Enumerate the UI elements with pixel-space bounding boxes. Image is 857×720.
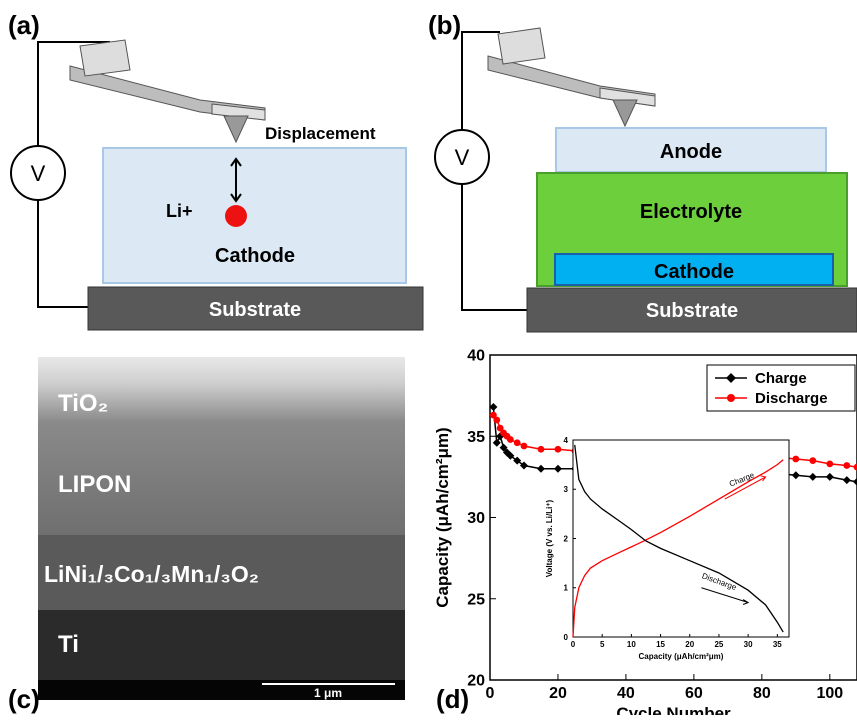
marker: [493, 439, 501, 447]
y-tick-label: 30: [467, 510, 485, 527]
marker: [843, 476, 851, 484]
panel-label: (a): [8, 10, 40, 40]
y-tick-label: 20: [467, 673, 485, 690]
y-axis-label: Capacity (μAh/cm²μm): [433, 427, 452, 607]
layer-label: TiO₂: [58, 390, 108, 417]
marker: [826, 473, 834, 481]
marker: [853, 478, 857, 486]
panel-a: (a) V Substrate Displacement Li+ Cathode: [8, 10, 423, 330]
displacement-label: Displacement: [265, 124, 376, 143]
figure: (a) V Substrate Displacement Li+ Cathode…: [0, 0, 857, 715]
layer-label: LIPON: [58, 471, 131, 498]
marker: [493, 417, 500, 424]
marker: [521, 443, 528, 450]
cathode-label: Cathode: [215, 245, 295, 267]
y-tick-label: 25: [467, 591, 485, 608]
x-tick-label: 10: [627, 640, 636, 649]
panel-label: (b): [428, 10, 461, 40]
layer-label: LiNi₁/₃Co₁/₃Mn₁/₃O₂: [44, 561, 259, 587]
x-tick-label: 30: [744, 640, 753, 649]
legend-marker: [727, 394, 735, 402]
scale-bar-label: 1 μm: [314, 686, 342, 700]
voltmeter-label: V: [31, 161, 46, 186]
x-tick-label: 20: [549, 685, 567, 702]
y-tick-label: 35: [467, 429, 485, 446]
marker: [507, 436, 514, 443]
anode-label: Anode: [660, 141, 722, 163]
chip: [80, 40, 130, 76]
ti-layer: [38, 610, 405, 680]
x-tick-label: 35: [773, 640, 782, 649]
x-tick-label: 60: [685, 685, 703, 702]
ion-label: Li+: [166, 201, 193, 221]
marker: [826, 460, 833, 467]
marker: [854, 464, 857, 471]
y-tick-label: 1: [564, 584, 569, 593]
chip: [498, 28, 545, 64]
x-tick-label: 100: [816, 685, 843, 702]
y-tick-label: 40: [467, 348, 485, 365]
cathode-label: Cathode: [654, 261, 734, 283]
x-tick-label: 5: [600, 640, 605, 649]
panel-b: (b) V Anode Electrolyte Cathode Substrat…: [428, 10, 857, 332]
marker: [538, 446, 545, 453]
x-axis-label: Cycle Number: [616, 704, 731, 715]
x-tick-label: 0: [486, 685, 495, 702]
marker: [555, 446, 562, 453]
x-tick-label: 80: [753, 685, 771, 702]
legend-label: Charge: [755, 370, 807, 387]
panel-c: TiO₂ LIPON LiNi₁/₃Co₁/₃Mn₁/₃O₂ Ti 1 μm (…: [8, 357, 405, 714]
marker: [554, 465, 562, 473]
substrate-label: Substrate: [646, 300, 738, 322]
substrate-label: Substrate: [209, 299, 301, 321]
electrolyte-label: Electrolyte: [640, 201, 742, 223]
lithium-ion: [225, 205, 247, 227]
marker: [537, 465, 545, 473]
x-tick-label: 40: [617, 685, 635, 702]
x-tick-label: 0: [571, 640, 576, 649]
y-tick-label: 3: [564, 485, 569, 494]
y-axis-label: Voltage (V vs. Li/Li⁺): [545, 499, 554, 577]
panel-d: (d): [436, 684, 469, 714]
marker: [843, 462, 850, 469]
marker: [809, 473, 817, 481]
marker: [792, 456, 799, 463]
inset-background: [573, 440, 789, 637]
voltmeter-label: V: [455, 145, 470, 170]
y-tick-label: 0: [564, 633, 569, 642]
panel-label: (c): [8, 684, 40, 714]
legend-label: Discharge: [755, 390, 828, 407]
tip: [224, 116, 248, 142]
y-tick-label: 4: [564, 436, 569, 445]
layer-label: Ti: [58, 631, 79, 658]
x-tick-label: 20: [685, 640, 694, 649]
marker: [809, 457, 816, 464]
tip: [613, 100, 637, 126]
y-tick-label: 2: [564, 534, 569, 543]
panel-label: (d): [436, 684, 469, 714]
marker: [514, 439, 521, 446]
x-tick-label: 15: [656, 640, 665, 649]
x-axis-label: Capacity (μAh/cm²μm): [639, 652, 724, 661]
x-tick-label: 25: [714, 640, 723, 649]
marker: [792, 471, 800, 479]
